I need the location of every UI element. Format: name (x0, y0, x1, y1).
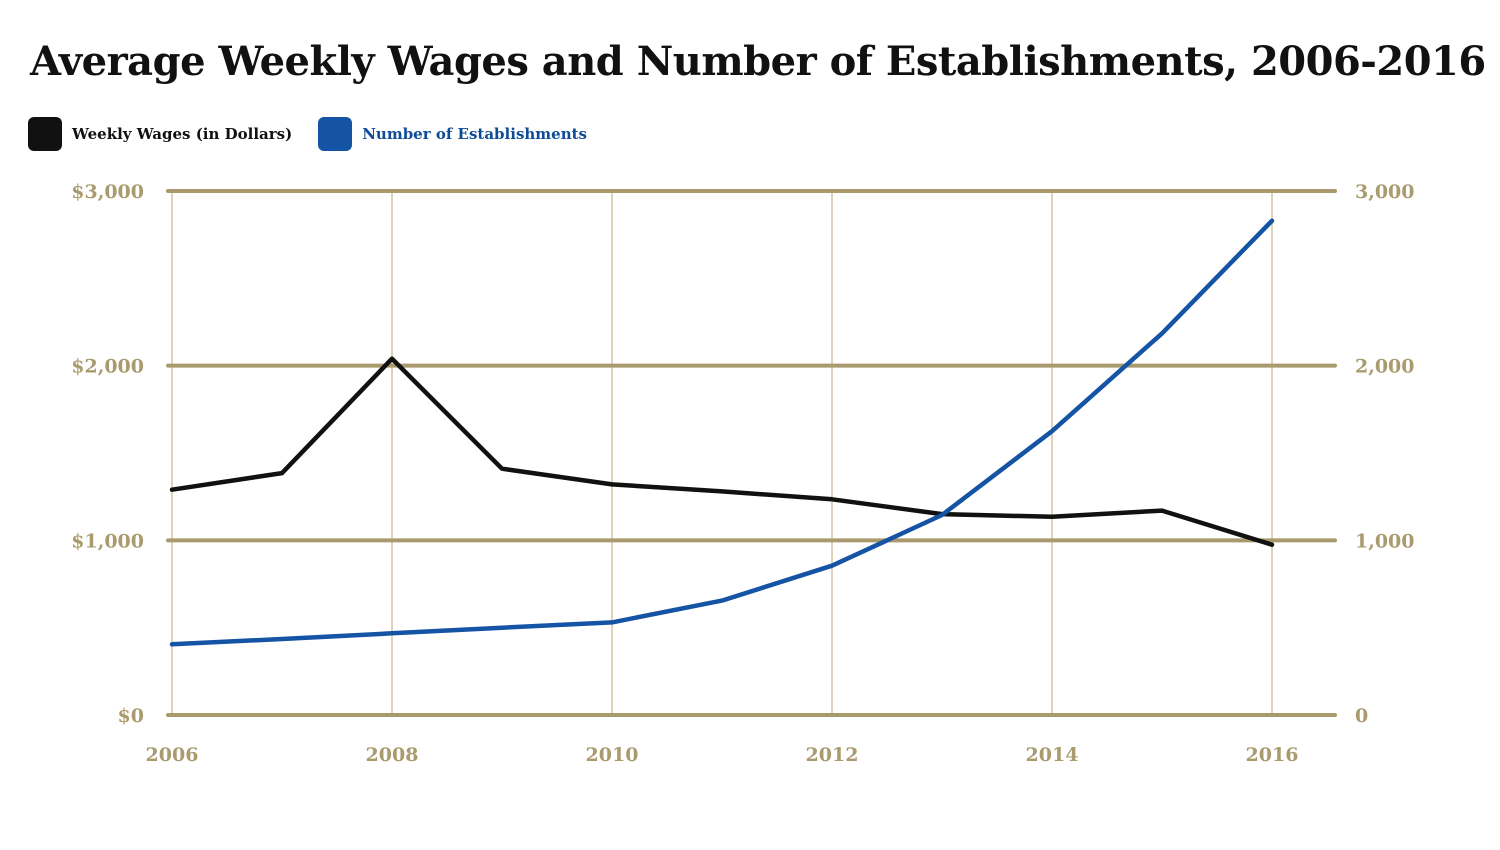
right-axis-tick-labels: 0 1,000 2,000 3,000 (1355, 181, 1415, 727)
legend-label-wages: Weekly Wages (in Dollars) (72, 125, 293, 143)
left-tick-label: $0 (118, 705, 144, 727)
left-axis-tick-labels: $0 $1,000 $2,000 $3,000 (71, 181, 144, 727)
x-tick-label: 2014 (1026, 744, 1079, 766)
left-tick-label: $3,000 (71, 181, 144, 203)
vertical-grid (171, 191, 1273, 715)
legend-item-establishments[interactable]: Number of Establishments (318, 117, 587, 151)
left-tick-label: $2,000 (71, 356, 144, 378)
chart-title: Average Weekly Wages and Number of Estab… (30, 38, 1486, 85)
x-tick-label: 2010 (586, 744, 639, 766)
establishments-series-line (169, 218, 1275, 647)
right-tick-label: 0 (1355, 705, 1368, 727)
x-axis-tick-labels: 2006 2008 2010 2012 2014 2016 (146, 744, 1299, 766)
x-tick-label: 2016 (1246, 744, 1299, 766)
left-tick-label: $1,000 (71, 530, 144, 552)
legend: Weekly Wages (in Dollars) Number of Esta… (28, 117, 613, 151)
wages-series-line (169, 356, 1275, 547)
right-tick-label: 2,000 (1355, 356, 1415, 378)
x-tick-label: 2008 (366, 744, 419, 766)
x-tick-label: 2006 (146, 744, 199, 766)
legend-swatch-establishments (318, 117, 353, 151)
right-tick-label: 1,000 (1355, 530, 1415, 552)
legend-item-wages[interactable]: Weekly Wages (in Dollars) (28, 117, 292, 151)
legend-label-establishments: Number of Establishments (362, 125, 587, 143)
series-lines (169, 218, 1275, 647)
right-tick-label: 3,000 (1355, 181, 1415, 203)
horizontal-grid (166, 189, 1337, 717)
x-tick-label: 2012 (806, 744, 859, 766)
legend-swatch-wages (28, 117, 62, 151)
